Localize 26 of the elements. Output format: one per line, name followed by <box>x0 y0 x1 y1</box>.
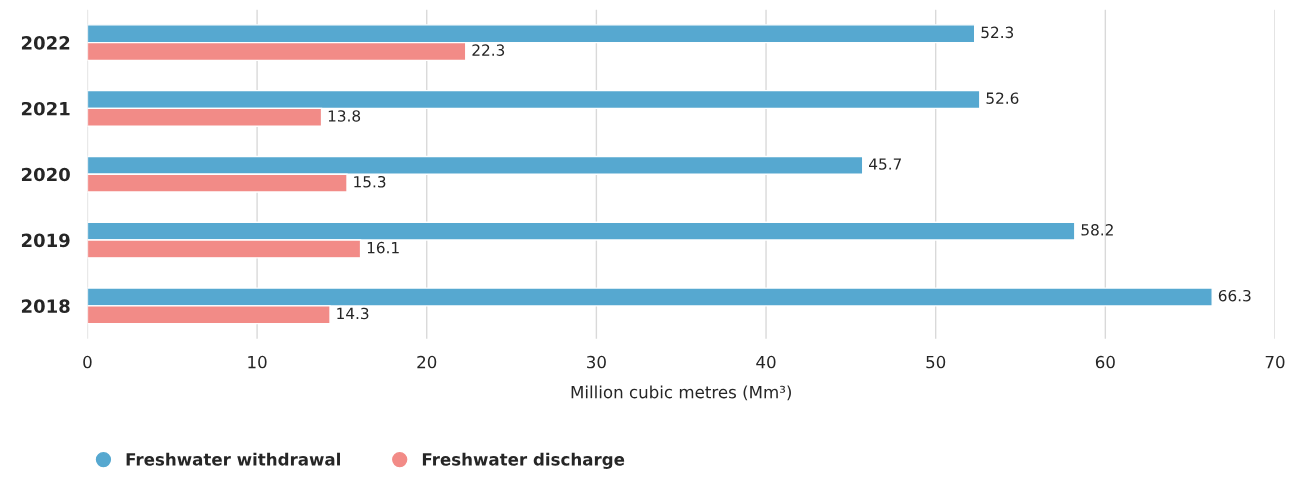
y-tick-label: 2022 <box>21 36 70 50</box>
x-tick-label: 0 <box>83 355 92 369</box>
data-label: 22.3 <box>472 44 505 56</box>
data-label: 52.3 <box>981 26 1014 39</box>
x-axis-title: Million cubic metres (Mm³) <box>571 385 791 401</box>
x-tick-label: 60 <box>1095 355 1115 369</box>
data-label: 14.3 <box>337 307 369 320</box>
legend-label: Freshwater withdrawal <box>126 452 340 466</box>
y-tick-label: 2020 <box>21 167 70 182</box>
x-tick-label: 40 <box>756 355 776 369</box>
legend-label: Freshwater discharge <box>422 452 625 469</box>
x-tick-label: 20 <box>417 355 437 369</box>
data-label: 66.3 <box>1218 289 1251 302</box>
x-tick-label: 50 <box>926 355 946 369</box>
x-tick-label: 10 <box>248 355 267 369</box>
y-tick-label: 2021 <box>21 101 70 116</box>
data-label: 58.2 <box>1081 224 1113 236</box>
x-tick-label: 70 <box>1265 355 1285 369</box>
data-label: 52.6 <box>986 92 1019 104</box>
data-label: 45.7 <box>869 158 901 170</box>
data-label: 15.3 <box>354 176 386 188</box>
y-tick-label: 2018 <box>21 299 70 313</box>
y-tick-label: 2019 <box>21 233 70 248</box>
data-label: 16.1 <box>367 241 399 254</box>
x-tick-label: 30 <box>587 355 606 369</box>
data-label: 13.8 <box>328 110 361 122</box>
